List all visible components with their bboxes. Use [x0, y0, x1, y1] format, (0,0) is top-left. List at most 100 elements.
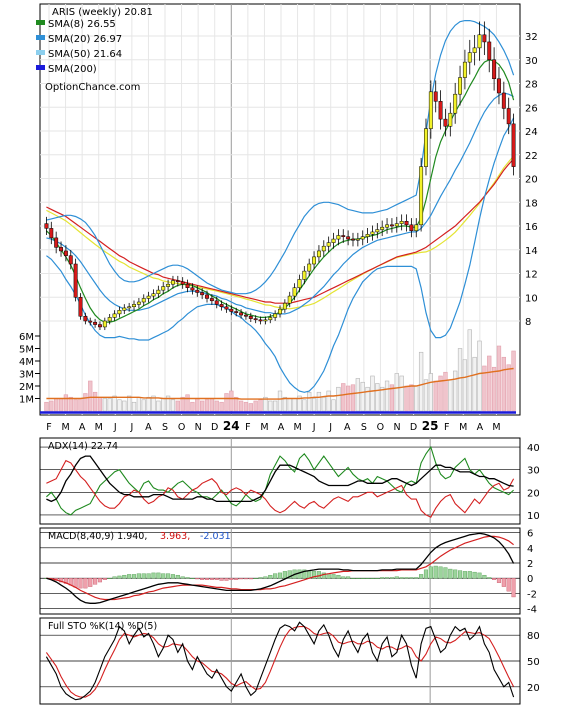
- macd-histogram-bar: [370, 578, 375, 579]
- candle-body: [190, 287, 195, 291]
- volume-bar: [92, 391, 98, 412]
- panel-y-tick: 20: [527, 488, 540, 499]
- macd-histogram-bar: [161, 573, 166, 579]
- macd-histogram-bar: [258, 577, 263, 579]
- minus-di-line: [46, 459, 515, 518]
- macd-histogram-bar: [346, 576, 351, 579]
- panel-y-tick: -2: [527, 589, 537, 600]
- macd-histogram-bar: [433, 565, 438, 579]
- y-tick-label: 30: [525, 56, 538, 67]
- panel-y-tick: 50: [527, 657, 540, 668]
- candle-body: [312, 256, 317, 265]
- candle-body: [180, 281, 185, 285]
- candle-body: [458, 77, 462, 95]
- volume-bar: [491, 366, 497, 412]
- y-tick-label: 16: [525, 222, 538, 233]
- macd-histogram-bar: [136, 573, 141, 579]
- macd-histogram-bar: [409, 577, 414, 579]
- volume-bar: [326, 390, 331, 412]
- x-tick-label: J: [129, 422, 133, 433]
- macd-histogram-bar: [467, 571, 472, 579]
- panel-y-tick: 6: [527, 529, 533, 540]
- x-tick-label: A: [145, 422, 152, 433]
- candle-body: [44, 223, 49, 229]
- volume-bar: [107, 398, 112, 412]
- candle-body: [453, 93, 458, 114]
- candle-body: [278, 308, 282, 315]
- candle-body: [68, 255, 73, 265]
- volume-bar: [321, 396, 326, 412]
- macd-histogram-bar: [141, 573, 146, 579]
- macd-histogram-bar: [268, 574, 273, 579]
- volume-bar: [68, 396, 73, 412]
- volume-bar: [355, 378, 361, 412]
- macd-histogram-bar: [496, 578, 502, 583]
- candle-body: [419, 166, 424, 226]
- volume-bar: [457, 348, 463, 412]
- volume-bar: [453, 370, 458, 412]
- macd-histogram-bar: [107, 578, 112, 579]
- macd-histogram-bar: [428, 566, 433, 579]
- candle-body: [487, 41, 492, 60]
- candle-body: [209, 298, 214, 302]
- volume-bar: [49, 400, 54, 412]
- x-tick-label: M: [260, 422, 268, 433]
- macd-histogram-bar: [438, 566, 443, 579]
- macd-histogram-bar: [414, 577, 419, 579]
- volume-bar: [384, 380, 390, 412]
- candle-body: [102, 320, 107, 328]
- volume-bar: [399, 375, 404, 412]
- x-tick-label: O: [178, 422, 185, 433]
- candle-body: [351, 238, 355, 241]
- volume-bar: [389, 384, 395, 412]
- candle-body: [127, 306, 132, 309]
- candle-body: [506, 108, 511, 125]
- candle-body: [141, 298, 146, 303]
- y-tick-label: 24: [525, 127, 538, 138]
- y-tick-label: 10: [525, 293, 538, 304]
- volume-bar: [253, 400, 258, 412]
- candle-body: [273, 313, 278, 318]
- panel-y-tick: 40: [527, 443, 540, 454]
- candle-body: [248, 316, 253, 319]
- candle-body: [73, 263, 78, 298]
- volume-bar: [360, 381, 365, 412]
- macd-histogram-bar: [453, 569, 458, 579]
- macd-histogram-bar: [482, 574, 487, 579]
- volume-bar: [214, 400, 219, 412]
- macd-histogram-bar: [282, 571, 287, 579]
- macd-histogram-bar: [277, 572, 283, 579]
- candle-body: [282, 302, 287, 310]
- volume-tick-label: 3M: [19, 370, 34, 381]
- volume-bar: [112, 395, 117, 412]
- x-tick-label: M: [95, 422, 103, 433]
- price-panel: F M A M J J A S O N D 24 F M A M J J A S O N D 25 F M A M8101214161…: [19, 3, 538, 433]
- candle-body: [511, 123, 516, 167]
- y-tick-label: 22: [525, 151, 538, 162]
- macd-histogram-bar: [419, 574, 424, 579]
- x-tick-label: F: [46, 422, 51, 433]
- volume-bar: [238, 400, 244, 412]
- volume-average-line: [46, 367, 514, 400]
- candle-body: [112, 313, 117, 318]
- y-tick-label: 12: [525, 270, 538, 281]
- candle-body: [170, 280, 175, 285]
- x-tick-label: D: [410, 422, 417, 433]
- candle-body: [132, 304, 136, 307]
- candle-body: [394, 223, 399, 227]
- candle-body: [117, 310, 122, 315]
- macd-histogram-bar: [214, 578, 219, 580]
- x-tick-label: A: [79, 422, 86, 433]
- panel-y-tick: 0: [527, 574, 533, 585]
- candle-body: [243, 314, 248, 317]
- panel-y-tick: 2: [527, 559, 533, 570]
- legend-sma50: SMA(50) 21.64: [48, 49, 122, 60]
- volume-bar: [224, 393, 229, 412]
- macd-histogram-bar: [234, 578, 239, 580]
- candle-body: [151, 293, 156, 297]
- volume-bar: [219, 401, 224, 412]
- volume-bar: [248, 403, 253, 412]
- macd-histogram-bar: [341, 576, 346, 579]
- volume-bar: [404, 385, 409, 412]
